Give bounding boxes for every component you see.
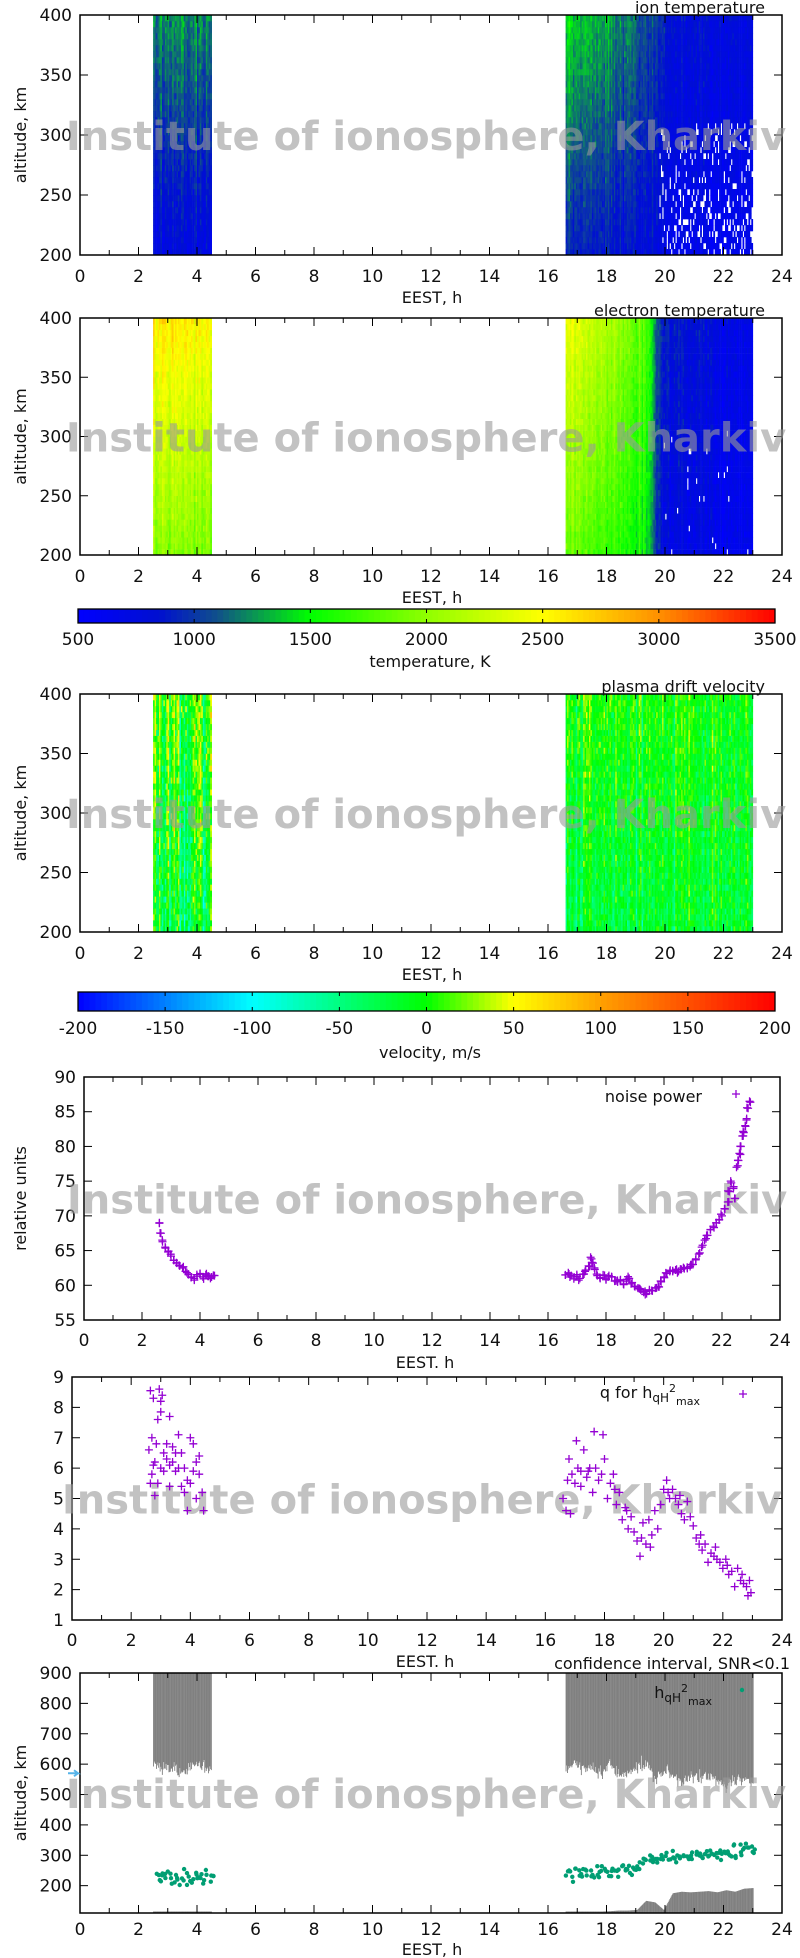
heatmap-cell: [210, 69, 212, 75]
heatmap-cell: [691, 177, 693, 183]
heatmap-cell: [658, 213, 660, 219]
heatmap-cell: [210, 195, 212, 201]
heatmap-cell: [677, 171, 679, 177]
heatmap-cell: [658, 195, 660, 201]
heatmap-cell: [210, 39, 212, 45]
heatmap-cell: [678, 207, 680, 213]
heatmap-cell: [210, 45, 212, 51]
heatmap-cell: [681, 219, 683, 225]
heatmap-cell: [674, 237, 676, 243]
heatmap-cell: [665, 231, 667, 237]
heatmap-cell: [210, 189, 212, 195]
heatmap-cell: [661, 183, 663, 189]
heatmap-cell: [210, 201, 212, 207]
heatmap-cell: [687, 237, 689, 243]
heatmap-cell: [210, 177, 212, 183]
heatmap-cell: [684, 237, 686, 243]
heatmap-cell: [674, 231, 676, 237]
heatmap-cell: [681, 237, 683, 243]
heatmap-cell: [672, 183, 674, 189]
heatmap-cell: [691, 219, 693, 225]
heatmap-cell: [674, 171, 676, 177]
heatmap-cell: [210, 207, 212, 213]
heatmap-cell: [671, 237, 673, 243]
heatmap-cell: [661, 237, 663, 243]
heatmap-cell: [677, 231, 679, 237]
heatmap-cell: [210, 171, 212, 177]
heatmap-cell: [672, 243, 674, 249]
heatmap-cell: [668, 243, 670, 249]
heatmap-cell: [688, 225, 690, 231]
heatmap-cell: [677, 189, 679, 195]
heatmap-cell: [210, 243, 212, 249]
heatmap-cell: [210, 105, 212, 111]
heatmap-cell: [678, 213, 680, 219]
heatmap-cell: [210, 165, 212, 171]
heatmap-cell: [678, 195, 680, 201]
heatmap-cell: [667, 225, 669, 231]
heatmap-cell: [684, 171, 686, 177]
heatmap-cell: [677, 219, 679, 225]
heatmap-cell: [671, 195, 673, 201]
heatmap-cell: [210, 15, 212, 21]
heatmap-cell: [674, 213, 676, 219]
heatmap-cell: [693, 213, 695, 219]
heatmap-cell: [684, 231, 686, 237]
heatmap-cell: [668, 183, 670, 189]
heatmap-cell: [681, 201, 683, 207]
heatmap-cell: [210, 63, 212, 69]
heatmap-cell: [210, 99, 212, 105]
heatmap-cell: [210, 237, 212, 243]
heatmap-cell: [664, 189, 666, 195]
heatmap-cell: [210, 21, 212, 27]
heatmap-cell: [681, 195, 683, 201]
heatmap-cell: [668, 177, 670, 183]
heatmap-cell: [680, 243, 682, 249]
heatmap-cell: [659, 171, 661, 177]
heatmap-cell: [669, 207, 671, 213]
heatmap-cell: [210, 57, 212, 63]
heatmap-cell: [686, 189, 688, 195]
heatmap-cell: [664, 195, 666, 201]
heatmap-cell: [661, 207, 663, 213]
heatmap-cell: [683, 183, 685, 189]
heatmap-cell: [210, 225, 212, 231]
heatmap-cell: [674, 177, 676, 183]
heatmap-cell: [688, 219, 690, 225]
heatmap-cell: [210, 33, 212, 39]
heatmap-cell: [210, 51, 212, 57]
heatmap-cell: [690, 195, 692, 201]
heatmap-cell: [210, 183, 212, 189]
heatmap-cell: [210, 213, 212, 219]
heatmap-cell: [210, 75, 212, 81]
heatmap-cell: [659, 165, 661, 171]
heatmap-cell: [674, 201, 676, 207]
heatmap-cell: [680, 225, 682, 231]
heatmap-cell: [688, 207, 690, 213]
heatmap-cell: [662, 225, 664, 231]
heatmap-cell: [665, 237, 667, 243]
panel-1: 0 2 4 6 8 10 12 14 16 18 20 22 24200250300350400EEST…: [11, 0, 793, 307]
heatmap-cell: [210, 219, 212, 225]
heatmap-cell: [674, 165, 676, 171]
heatmap-cell: [210, 231, 212, 237]
heatmap-cell: [661, 189, 663, 195]
heatmap-cell: [210, 81, 212, 87]
heatmap-cell: [210, 87, 212, 93]
heatmap-cell: [690, 231, 692, 237]
heatmap-cell: [672, 225, 674, 231]
heatmap-cell: [661, 213, 663, 219]
heatmap-cell: [691, 201, 693, 207]
heatmap-cell: [210, 27, 212, 33]
heatmap-cell: [210, 93, 212, 99]
heatmap-cell: [658, 201, 660, 207]
heatmap-cell: [688, 243, 690, 249]
heatmap-cell: [691, 189, 693, 195]
